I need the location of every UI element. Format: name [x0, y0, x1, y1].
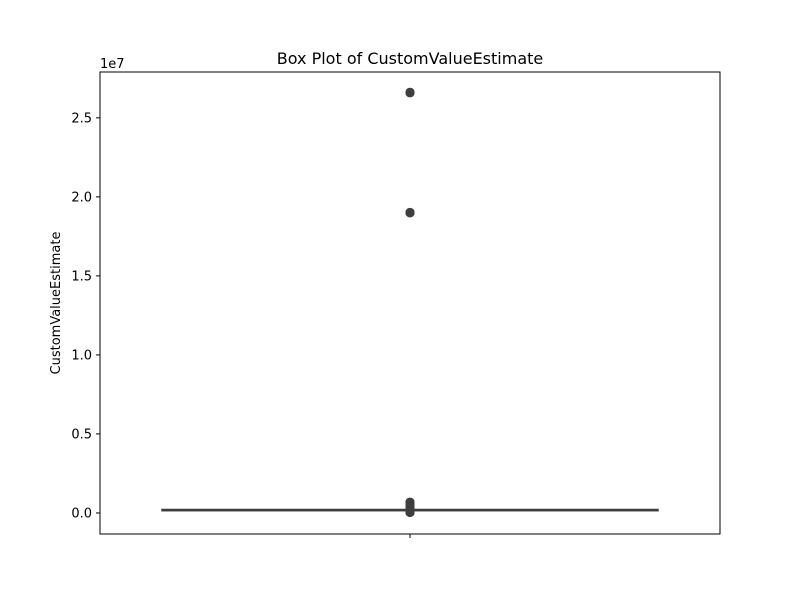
outlier-point	[405, 508, 415, 517]
chart-title: Box Plot of CustomValueEstimate	[277, 49, 543, 68]
y-offset-label: 1e7	[100, 57, 125, 72]
outlier-point	[405, 209, 415, 218]
y-tick-label: 1.0	[71, 348, 92, 363]
outlier-point	[405, 89, 415, 98]
plot-area: 0.0 0.5 1.0 1.5 2.0 2.5	[71, 71, 721, 538]
y-axis-label: CustomValueEstimate	[49, 232, 64, 375]
y-tick-label: 2.0	[71, 190, 92, 205]
y-tick-label: 0.5	[71, 427, 92, 442]
axes-frame	[99, 71, 721, 535]
y-tick-label: 0.0	[71, 506, 92, 521]
y-tick-label: 2.5	[71, 111, 92, 126]
y-tick-label: 1.5	[71, 269, 92, 284]
